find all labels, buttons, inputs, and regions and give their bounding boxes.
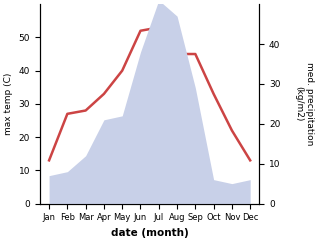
X-axis label: date (month): date (month) (111, 228, 189, 238)
Y-axis label: max temp (C): max temp (C) (4, 73, 13, 135)
Y-axis label: med. precipitation
(kg/m2): med. precipitation (kg/m2) (294, 62, 314, 145)
